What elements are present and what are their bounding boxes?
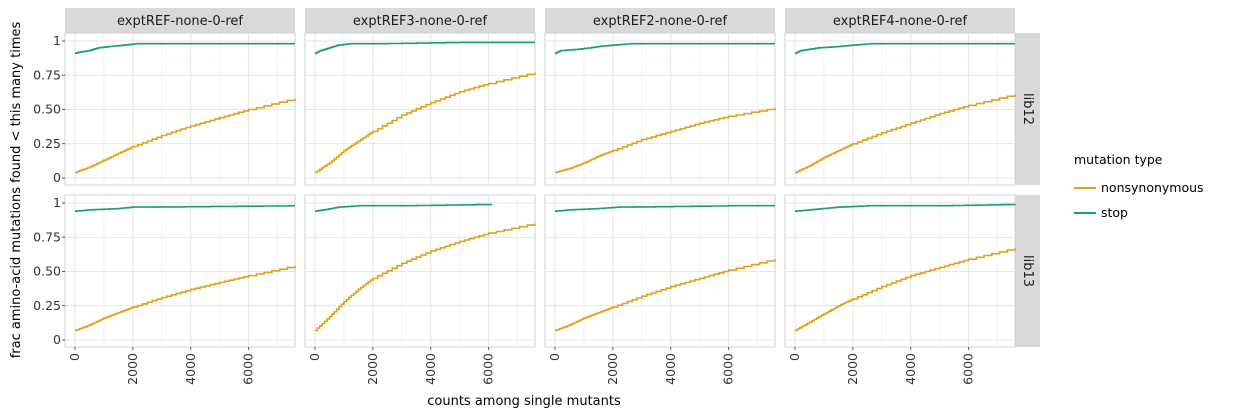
panel-background	[544, 32, 776, 186]
series-line-stop	[75, 204, 295, 212]
facet-strip-label: exptREF3-none-0-ref	[353, 14, 488, 29]
x-tick-label: 2000	[125, 353, 140, 385]
series-line-nonsynonymous	[795, 94, 1016, 174]
y-tick-label: 0.75	[33, 229, 61, 244]
legend-label: stop	[1101, 205, 1128, 220]
x-tick-label: 6000	[241, 353, 256, 385]
x-tick-label: 4000	[903, 353, 918, 385]
y-tick-label: 1	[53, 33, 61, 48]
facet-strip-row	[1015, 195, 1040, 347]
panel-background	[64, 194, 296, 348]
series-line-stop	[555, 42, 775, 55]
x-tick-label: 2000	[605, 353, 620, 385]
facet-strip-column	[785, 8, 1015, 33]
x-tick-label: 6000	[961, 353, 976, 385]
panel-background	[784, 32, 1016, 186]
x-tick-label: 4000	[663, 353, 678, 385]
series-line-nonsynonymous	[555, 259, 776, 332]
x-tick-label: 0	[67, 353, 82, 361]
facet-strip-column	[305, 8, 535, 33]
facet-strip-row	[1015, 33, 1040, 185]
x-tick-label: 6000	[721, 353, 736, 385]
x-tick-label: 4000	[423, 353, 438, 385]
y-tick-label: 0.25	[33, 136, 61, 151]
series-line-stop	[75, 42, 295, 55]
x-tick-label: 4000	[183, 353, 198, 385]
series-line-stop	[795, 203, 1016, 212]
series-line-stop	[315, 203, 493, 212]
x-tick-label: 2000	[845, 353, 860, 385]
series-line-stop	[555, 204, 775, 212]
series-line-nonsynonymous	[75, 266, 296, 332]
panel-background	[544, 194, 776, 348]
x-tick-label: 6000	[481, 353, 496, 385]
y-tick-label: 0.50	[33, 102, 61, 117]
y-tick-label: 0.25	[33, 298, 61, 313]
legend-label: nonsynonymous	[1101, 180, 1204, 195]
y-tick-label: 0	[53, 170, 61, 185]
facet-strip-label: lib12	[1020, 93, 1035, 125]
x-tick-label: 0	[547, 353, 562, 361]
facet-strip-label: exptREF2-none-0-ref	[593, 14, 728, 29]
facet-strip-label: lib13	[1020, 255, 1035, 287]
series-line-stop	[315, 41, 535, 55]
y-tick-label: 0.75	[33, 67, 61, 82]
y-tick-label: 0.50	[33, 264, 61, 279]
series-line-nonsynonymous	[795, 248, 1016, 332]
y-axis-title: frac amino-acid mutations found < this m…	[9, 22, 24, 359]
facet-strip-column	[545, 8, 775, 33]
legend-title: mutation type	[1074, 152, 1163, 167]
series-line-stop	[795, 42, 1015, 55]
panel-background	[784, 194, 1016, 348]
x-tick-label: 0	[787, 353, 802, 361]
y-tick-label: 1	[53, 195, 61, 210]
facet-strip-label: exptREF-none-0-ref	[117, 14, 243, 29]
x-tick-label: 2000	[365, 353, 380, 385]
series-line-nonsynonymous	[315, 223, 536, 332]
x-tick-label: 0	[307, 353, 322, 361]
y-tick-label: 0	[53, 332, 61, 347]
series-line-nonsynonymous	[315, 72, 536, 174]
series-line-nonsynonymous	[75, 98, 296, 174]
x-axis-title: counts among single mutants	[427, 394, 621, 409]
panel-background	[304, 194, 536, 348]
facet-strip-label: exptREF4-none-0-ref	[833, 14, 968, 29]
facet-strip-column	[65, 8, 295, 33]
series-line-nonsynonymous	[555, 108, 776, 174]
